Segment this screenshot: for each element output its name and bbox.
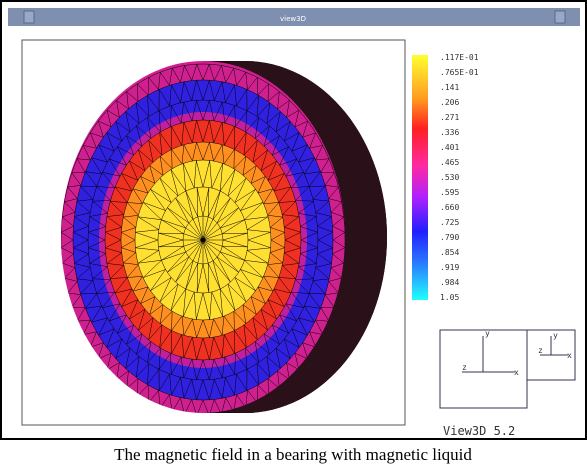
- legend-label: .660: [440, 203, 459, 212]
- legend-label: .465: [440, 158, 459, 167]
- legend-label: 1.05: [440, 293, 459, 302]
- legend-label: .271: [440, 113, 459, 122]
- legend-label: .206: [440, 98, 459, 107]
- disk-render: [61, 61, 387, 416]
- center-node: [201, 238, 206, 243]
- legend-label: .401: [440, 143, 459, 152]
- legend-label: .765E-01: [440, 68, 479, 77]
- window-title: view3D: [280, 15, 306, 23]
- window-menu-button[interactable]: [24, 11, 34, 23]
- legend-label: .919: [440, 263, 459, 272]
- window-min-button[interactable]: [555, 11, 565, 23]
- axis-label: z: [538, 346, 543, 355]
- axis-label: z: [462, 363, 467, 372]
- legend-label: .141: [440, 83, 459, 92]
- axis-label: x: [514, 368, 519, 377]
- legend-label: .790: [440, 233, 459, 242]
- color-bar: [412, 55, 428, 300]
- legend-label: .854: [440, 248, 459, 257]
- caption: The magnetic field in a bearing with mag…: [114, 445, 472, 464]
- legend-label: .725: [440, 218, 459, 227]
- screenshot: view3D .117E-01 .765E-01 .141 .206 .271 .336.…: [0, 0, 587, 466]
- axis-label: x: [567, 351, 572, 360]
- legend-label: .595: [440, 188, 459, 197]
- legend-label: .336: [440, 128, 459, 137]
- axis-label: y: [485, 329, 490, 338]
- legend-label: .984: [440, 278, 459, 287]
- version-label: View3D 5.2: [443, 424, 515, 438]
- legend-label: .530: [440, 173, 459, 182]
- legend-label: .117E-01: [440, 53, 479, 62]
- axis-label: y: [553, 331, 558, 340]
